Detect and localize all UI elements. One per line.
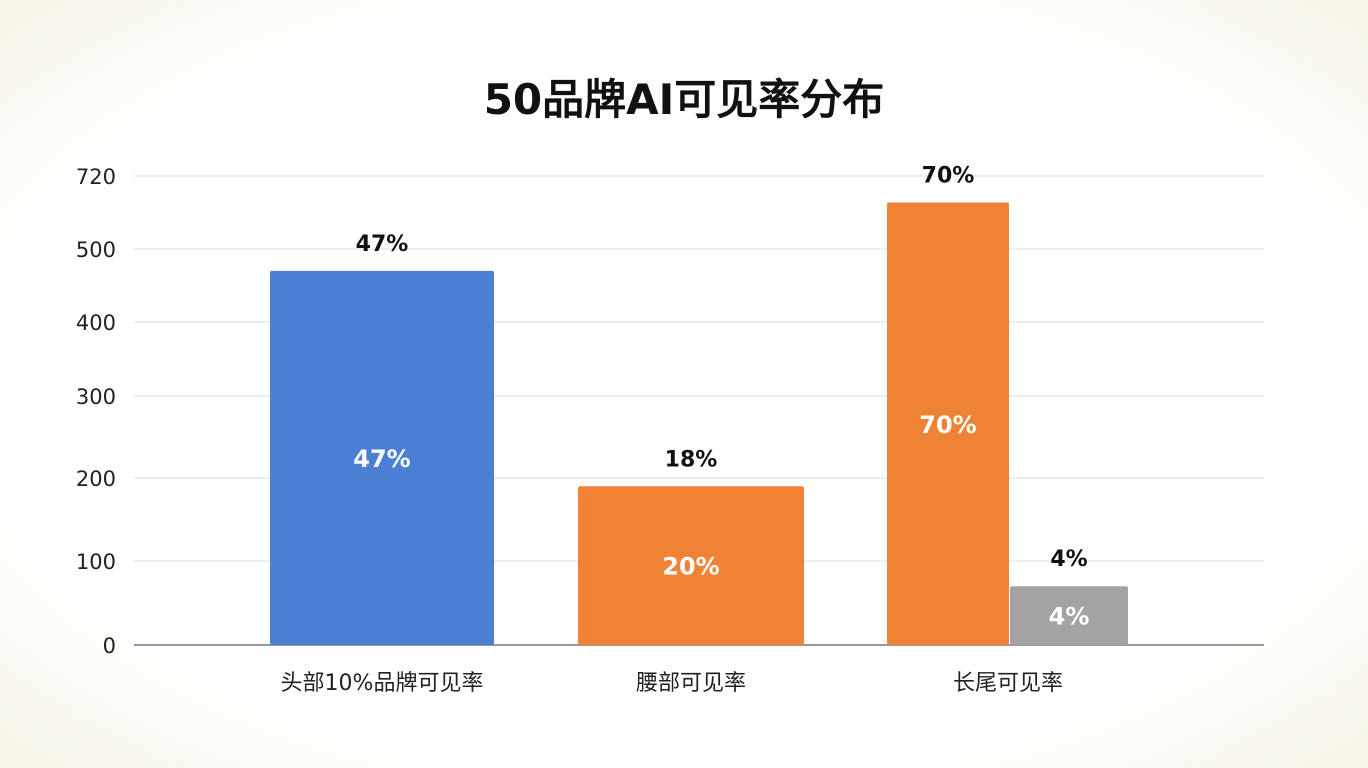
bar-value-label: 70% (922, 164, 975, 189)
y-tick-label: 400 (76, 311, 116, 335)
bar-inner-label: 70% (919, 411, 976, 439)
bar-value-label: 4% (1050, 547, 1087, 572)
bar (578, 486, 804, 645)
bar (1010, 586, 1128, 645)
x-tick-label: 腰部可见率 (636, 671, 746, 696)
y-tick-label: 100 (76, 550, 116, 574)
y-tick-label: 300 (76, 385, 116, 409)
y-tick-label: 0 (103, 634, 116, 658)
bar-value-label: 18% (665, 447, 718, 472)
bar (887, 202, 1009, 645)
y-tick-label: 200 (76, 467, 116, 491)
bar-inner-label: 4% (1049, 603, 1090, 631)
y-tick-label: 720 (76, 165, 116, 189)
bar-inner-label: 20% (662, 553, 719, 581)
x-tick-label: 头部10%品牌可见率 (281, 671, 484, 696)
x-tick-label: 长尾可见率 (953, 671, 1063, 696)
bar-inner-label: 47% (353, 445, 410, 473)
chart-title: 50品牌AI可见率分布 (483, 75, 885, 124)
bar-value-label: 47% (356, 232, 409, 257)
bar (270, 270, 494, 645)
y-tick-label: 500 (76, 238, 116, 262)
